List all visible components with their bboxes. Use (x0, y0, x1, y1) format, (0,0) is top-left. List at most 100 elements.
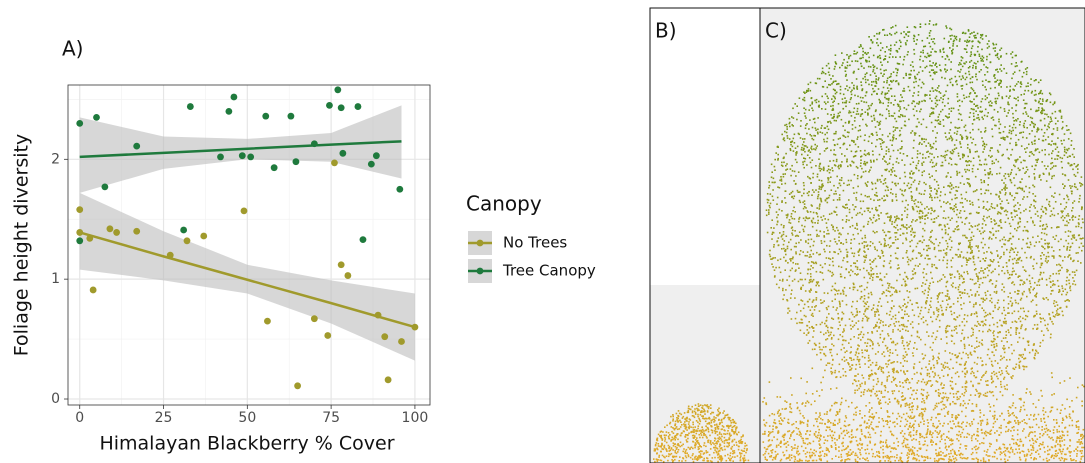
cloud-dot (980, 57, 982, 60)
cloud-dot (904, 210, 906, 212)
cloud-dot (809, 81, 812, 84)
cloud-dot (953, 210, 955, 213)
cloud-dot (1061, 157, 1064, 160)
cloud-dot (782, 278, 784, 281)
cloud-dot (998, 83, 1000, 85)
cloud-dot (772, 177, 775, 180)
cloud-dot (886, 301, 889, 303)
cloud-dot (811, 225, 814, 228)
cloud-dot (1058, 290, 1061, 293)
cloud-dot (967, 67, 970, 69)
cloud-dot (838, 239, 840, 242)
cloud-dot (1013, 205, 1015, 208)
cloud-dot (878, 138, 881, 140)
cloud-dot (856, 222, 858, 225)
cloud-dot (882, 229, 884, 232)
cloud-dot (1047, 165, 1049, 168)
cloud-dot (793, 206, 795, 209)
cloud-dot (993, 219, 995, 221)
cloud-dot (893, 322, 895, 325)
cloud-dot (857, 129, 860, 132)
cloud-dot (911, 102, 913, 105)
cloud-dot (818, 188, 820, 190)
cloud-dot (969, 301, 971, 303)
cloud-dot (979, 324, 981, 326)
cloud-dot (942, 274, 945, 276)
cloud-dot (918, 183, 920, 185)
cloud-dot (963, 302, 965, 305)
cloud-dot (964, 402, 966, 405)
cloud-dot (1071, 234, 1074, 237)
cloud-dot (1064, 231, 1067, 233)
cloud-dot (984, 319, 987, 321)
cloud-dot (932, 281, 935, 283)
cloud-dot (817, 193, 820, 196)
cloud-dot (1017, 222, 1019, 225)
cloud-dot (994, 77, 996, 79)
cloud-dot (861, 374, 863, 377)
cloud-dot (1009, 90, 1011, 92)
cloud-dot (908, 118, 910, 121)
cloud-dot (794, 183, 797, 185)
cloud-dot (817, 191, 820, 193)
cloud-dot (953, 132, 956, 134)
cloud-dot (835, 130, 837, 133)
cloud-dot (919, 55, 922, 58)
cloud-dot (825, 338, 827, 341)
cloud-dot (1070, 187, 1072, 189)
cloud-dot (1001, 96, 1003, 98)
cloud-dot (1009, 358, 1011, 361)
cloud-dot (796, 234, 798, 237)
cloud-dot (1075, 165, 1077, 168)
cloud-dot (1067, 179, 1070, 181)
cloud-dot (1068, 254, 1071, 256)
cloud-dot (1034, 200, 1037, 203)
cloud-dot (1019, 220, 1022, 223)
cloud-dot (981, 223, 984, 225)
cloud-dot (786, 299, 788, 301)
cloud-dot (939, 242, 941, 244)
cloud-dot (823, 248, 825, 251)
cloud-dot (911, 239, 913, 242)
cloud-dot (1023, 71, 1025, 74)
cloud-dot (886, 87, 889, 89)
cloud-dot (858, 352, 860, 355)
cloud-dot (768, 211, 770, 214)
cloud-dot (1024, 68, 1027, 70)
cloud-dot (937, 296, 939, 298)
cloud-dot (967, 240, 970, 242)
cloud-dot (781, 280, 784, 282)
cloud-dot (909, 73, 911, 76)
cloud-dot (943, 407, 945, 410)
cloud-dot (928, 55, 930, 58)
cloud-dot (873, 199, 875, 202)
cloud-dot (973, 269, 976, 271)
cloud-dot (785, 289, 787, 291)
cloud-dot (946, 342, 948, 345)
x-tick-label: 0 (75, 410, 84, 426)
cloud-dot (964, 62, 966, 65)
cloud-dot (899, 330, 901, 332)
cloud-dot (946, 262, 948, 265)
cloud-dot (784, 124, 786, 127)
point (180, 226, 188, 234)
cloud-dot (839, 376, 842, 378)
cloud-dot (969, 185, 971, 188)
cloud-dot (834, 164, 837, 167)
cloud-dot (902, 386, 905, 388)
cloud-dot (1061, 310, 1064, 313)
cloud-dot (1036, 284, 1038, 286)
cloud-dot (1041, 245, 1043, 247)
cloud-dot (793, 170, 796, 173)
cloud-dot (845, 359, 848, 361)
cloud-dot (879, 272, 882, 275)
cloud-dot (881, 47, 884, 49)
cloud-dot (976, 228, 979, 231)
cloud-dot (969, 61, 971, 63)
cloud-dot (884, 344, 887, 347)
cloud-dot (954, 75, 957, 78)
cloud-dot (853, 53, 855, 55)
cloud-dot (1018, 317, 1020, 320)
cloud-dot (1052, 143, 1055, 145)
cloud-dot (839, 179, 841, 181)
